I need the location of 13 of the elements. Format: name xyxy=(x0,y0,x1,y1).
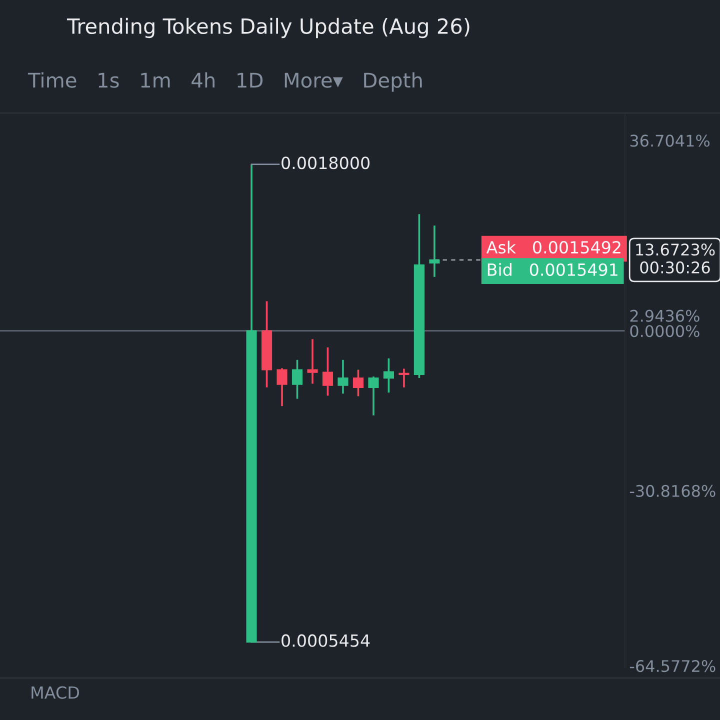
annotation: 0.0005454 xyxy=(282,634,370,647)
y-tick-label: -64.5772% xyxy=(630,660,716,672)
chart-title: Trending Tokens Daily Update (Aug 26) xyxy=(66,18,470,38)
annotation: 0.0018000 xyxy=(282,156,370,170)
ref-line-label: 13.6723% 00:30:26 xyxy=(636,244,715,274)
y-tick-label: 36.7041% xyxy=(630,134,710,147)
y-tick-label: 2.9436% xyxy=(630,310,700,322)
y-tick-label: 0.0000% xyxy=(630,325,700,338)
annotation: Bid 0.0015491 xyxy=(488,263,618,276)
annotation: Ask 0.0015492 xyxy=(486,240,620,254)
chart-subtitle: Time 1s 1m 4h 1D More▾ Depth xyxy=(28,72,422,92)
text: MACD xyxy=(32,686,79,699)
y-tick-label: -30.8168% xyxy=(630,484,716,497)
